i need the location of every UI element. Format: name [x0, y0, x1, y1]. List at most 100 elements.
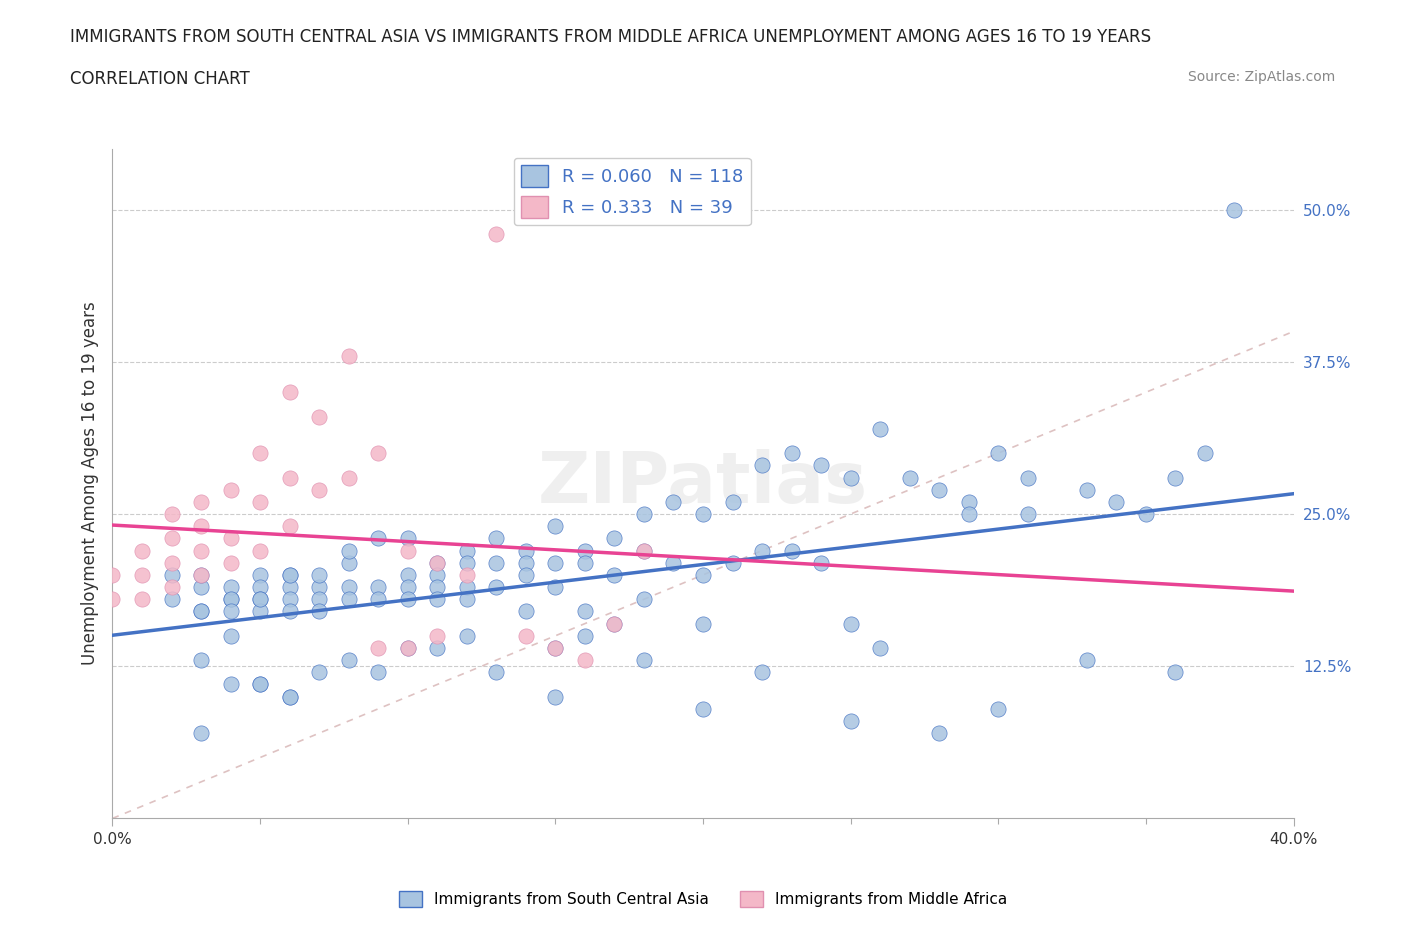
Point: [249, 604, 271, 618]
Point: [869, 421, 891, 436]
Text: Source: ZipAtlas.com: Source: ZipAtlas.com: [1188, 70, 1336, 84]
Point: [515, 555, 537, 570]
Point: [219, 579, 242, 594]
Point: [101, 591, 124, 606]
Point: [190, 653, 212, 668]
Point: [426, 591, 449, 606]
Point: [780, 543, 803, 558]
Point: [957, 507, 980, 522]
Point: [692, 507, 714, 522]
Point: [987, 445, 1010, 460]
Point: [367, 591, 389, 606]
Point: [1223, 202, 1246, 217]
Point: [544, 579, 567, 594]
Point: [396, 531, 419, 546]
Point: [574, 555, 596, 570]
Legend: R = 0.060   N = 118, R = 0.333   N = 39: R = 0.060 N = 118, R = 0.333 N = 39: [513, 158, 751, 225]
Point: [190, 495, 212, 510]
Point: [278, 591, 301, 606]
Point: [308, 483, 330, 498]
Point: [426, 641, 449, 656]
Point: [190, 519, 212, 534]
Legend: Immigrants from South Central Asia, Immigrants from Middle Africa: Immigrants from South Central Asia, Immi…: [392, 884, 1014, 913]
Point: [1164, 470, 1187, 485]
Point: [692, 567, 714, 582]
Point: [1017, 507, 1039, 522]
Point: [249, 445, 271, 460]
Point: [249, 567, 271, 582]
Point: [1017, 470, 1039, 485]
Point: [160, 591, 183, 606]
Point: [456, 543, 478, 558]
Point: [308, 604, 330, 618]
Point: [869, 641, 891, 656]
Point: [928, 725, 950, 740]
Point: [367, 531, 389, 546]
Point: [574, 604, 596, 618]
Point: [1076, 483, 1098, 498]
Point: [839, 713, 862, 728]
Point: [278, 579, 301, 594]
Text: IMMIGRANTS FROM SOUTH CENTRAL ASIA VS IMMIGRANTS FROM MIDDLE AFRICA UNEMPLOYMENT: IMMIGRANTS FROM SOUTH CENTRAL ASIA VS IM…: [70, 28, 1152, 46]
Point: [485, 531, 508, 546]
Point: [160, 567, 183, 582]
Point: [456, 591, 478, 606]
Point: [337, 470, 360, 485]
Point: [721, 555, 744, 570]
Point: [662, 555, 685, 570]
Point: [219, 604, 242, 618]
Point: [219, 531, 242, 546]
Point: [249, 543, 271, 558]
Point: [160, 531, 183, 546]
Point: [633, 543, 655, 558]
Point: [278, 604, 301, 618]
Point: [278, 470, 301, 485]
Point: [160, 579, 183, 594]
Point: [308, 591, 330, 606]
Point: [810, 458, 832, 472]
Point: [751, 543, 773, 558]
Point: [485, 555, 508, 570]
Point: [249, 495, 271, 510]
Point: [131, 591, 153, 606]
Text: ZIPatlas: ZIPatlas: [538, 449, 868, 518]
Point: [544, 641, 567, 656]
Point: [396, 641, 419, 656]
Point: [131, 543, 153, 558]
Point: [190, 604, 212, 618]
Point: [367, 641, 389, 656]
Point: [219, 591, 242, 606]
Point: [337, 579, 360, 594]
Point: [1105, 495, 1128, 510]
Point: [633, 543, 655, 558]
Point: [1194, 445, 1216, 460]
Point: [633, 507, 655, 522]
Point: [780, 445, 803, 460]
Point: [396, 543, 419, 558]
Point: [515, 543, 537, 558]
Point: [367, 579, 389, 594]
Point: [396, 579, 419, 594]
Point: [426, 555, 449, 570]
Point: [308, 579, 330, 594]
Point: [603, 617, 626, 631]
Point: [426, 579, 449, 594]
Point: [839, 617, 862, 631]
Point: [219, 677, 242, 692]
Point: [426, 555, 449, 570]
Point: [249, 579, 271, 594]
Point: [190, 725, 212, 740]
Point: [485, 227, 508, 242]
Point: [337, 543, 360, 558]
Point: [337, 349, 360, 364]
Point: [544, 519, 567, 534]
Point: [308, 665, 330, 680]
Point: [544, 555, 567, 570]
Point: [987, 701, 1010, 716]
Point: [219, 555, 242, 570]
Point: [396, 591, 419, 606]
Point: [456, 567, 478, 582]
Point: [662, 495, 685, 510]
Point: [810, 555, 832, 570]
Point: [603, 617, 626, 631]
